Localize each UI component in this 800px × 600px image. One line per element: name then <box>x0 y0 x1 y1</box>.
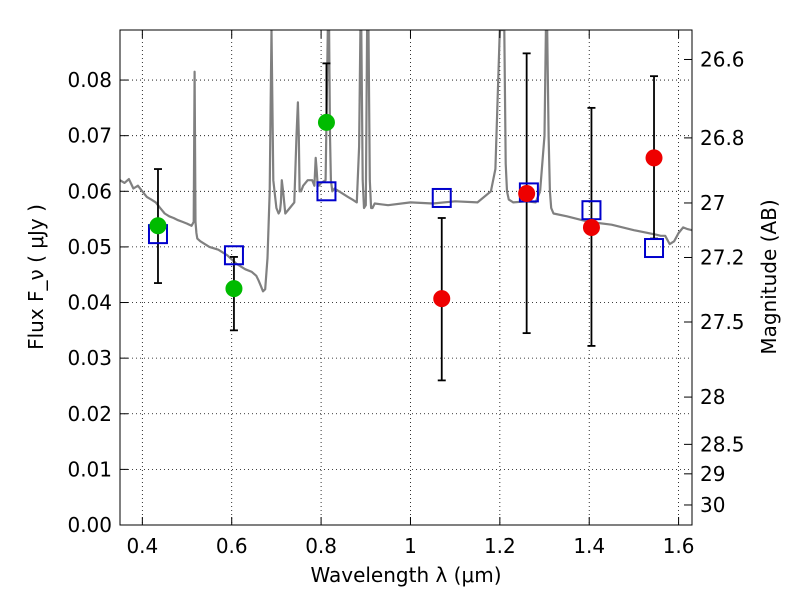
y-tick-label: 0.05 <box>67 235 112 259</box>
y-tick-label: 0.02 <box>67 402 112 426</box>
x-tick-label: 1.4 <box>573 534 605 558</box>
right-tick-label: 27.5 <box>700 310 745 334</box>
observed-point <box>225 280 243 298</box>
y-tick-label: 0.04 <box>67 291 112 315</box>
tick-labels: 0.4 0.6 0.8 1 1.2 1.4 1.6 0.00 0.01 0.02 0.03 0.04 0… <box>67 47 744 558</box>
model-spectrum-line <box>120 30 692 293</box>
y-tick-label: 0.08 <box>67 68 112 92</box>
observed-point <box>433 290 451 308</box>
y-axis-label: Flux F_ν ( μJy ) <box>24 204 48 350</box>
model-square-marker <box>644 238 665 259</box>
x-tick-label: 1 <box>404 534 417 558</box>
observed-point <box>317 113 335 131</box>
model-square-marker <box>223 245 244 266</box>
x-tick-label: 0.4 <box>126 534 158 558</box>
x-tick-label: 1.2 <box>484 534 516 558</box>
y-tick-label: 0.07 <box>67 124 112 148</box>
right-axis-label: Magnitude (AB) <box>757 199 781 354</box>
spectrum-line <box>120 30 692 293</box>
right-tick-label: 29 <box>700 462 725 486</box>
observed-point <box>518 185 536 203</box>
right-tick-label: 27 <box>700 191 725 215</box>
plot-frame <box>119 29 693 526</box>
right-tick-label: 26.8 <box>700 126 745 150</box>
x-tick-label: 0.6 <box>216 534 248 558</box>
y-tick-label: 0.01 <box>67 457 112 481</box>
x-axis-label: Wavelength λ (μm) <box>310 563 501 587</box>
y-tick-label: 0.00 <box>67 513 112 537</box>
right-tick-label: 26.6 <box>700 47 745 71</box>
model-square-marker <box>316 181 337 202</box>
right-tick-label: 30 <box>700 493 725 517</box>
axis-ticks <box>120 30 692 526</box>
right-tick-label: 28 <box>700 385 725 409</box>
observed-point <box>149 217 167 235</box>
model-photometry-markers <box>147 181 665 266</box>
observed-photometry-markers <box>149 113 663 308</box>
right-tick-label: 28.5 <box>700 432 745 456</box>
grid-lines <box>120 30 692 526</box>
x-tick-label: 1.6 <box>663 534 695 558</box>
observed-point <box>582 218 600 236</box>
y-tick-label: 0.03 <box>67 346 112 370</box>
observed-point <box>645 149 663 167</box>
x-tick-label: 0.8 <box>305 534 337 558</box>
y-tick-label: 0.06 <box>67 179 112 203</box>
model-square-marker <box>431 187 452 208</box>
right-tick-label: 27.2 <box>700 245 745 269</box>
